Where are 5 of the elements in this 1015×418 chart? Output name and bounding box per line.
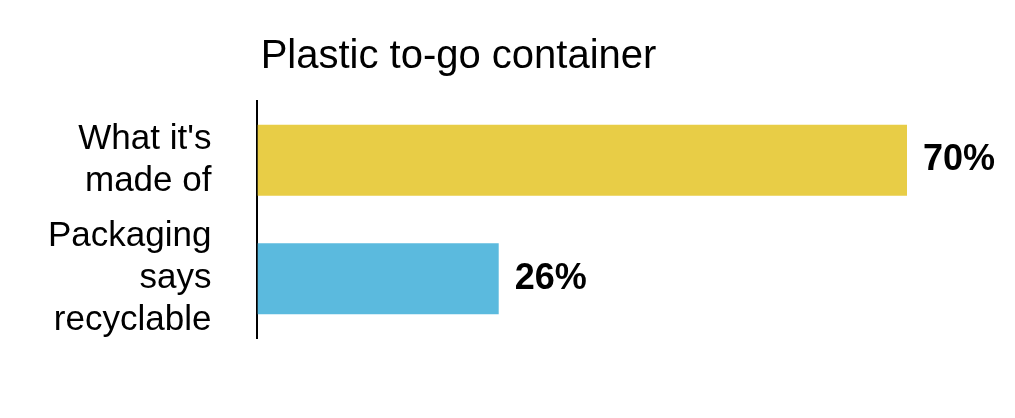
chart-title: Plastic to-go container — [260, 32, 657, 77]
y-tick-label: Packaging says recyclable — [47, 214, 212, 338]
data-label: 26% — [514, 255, 587, 297]
y-tick-label: What it's made of — [78, 116, 212, 198]
data-label: 70% — [923, 137, 996, 179]
